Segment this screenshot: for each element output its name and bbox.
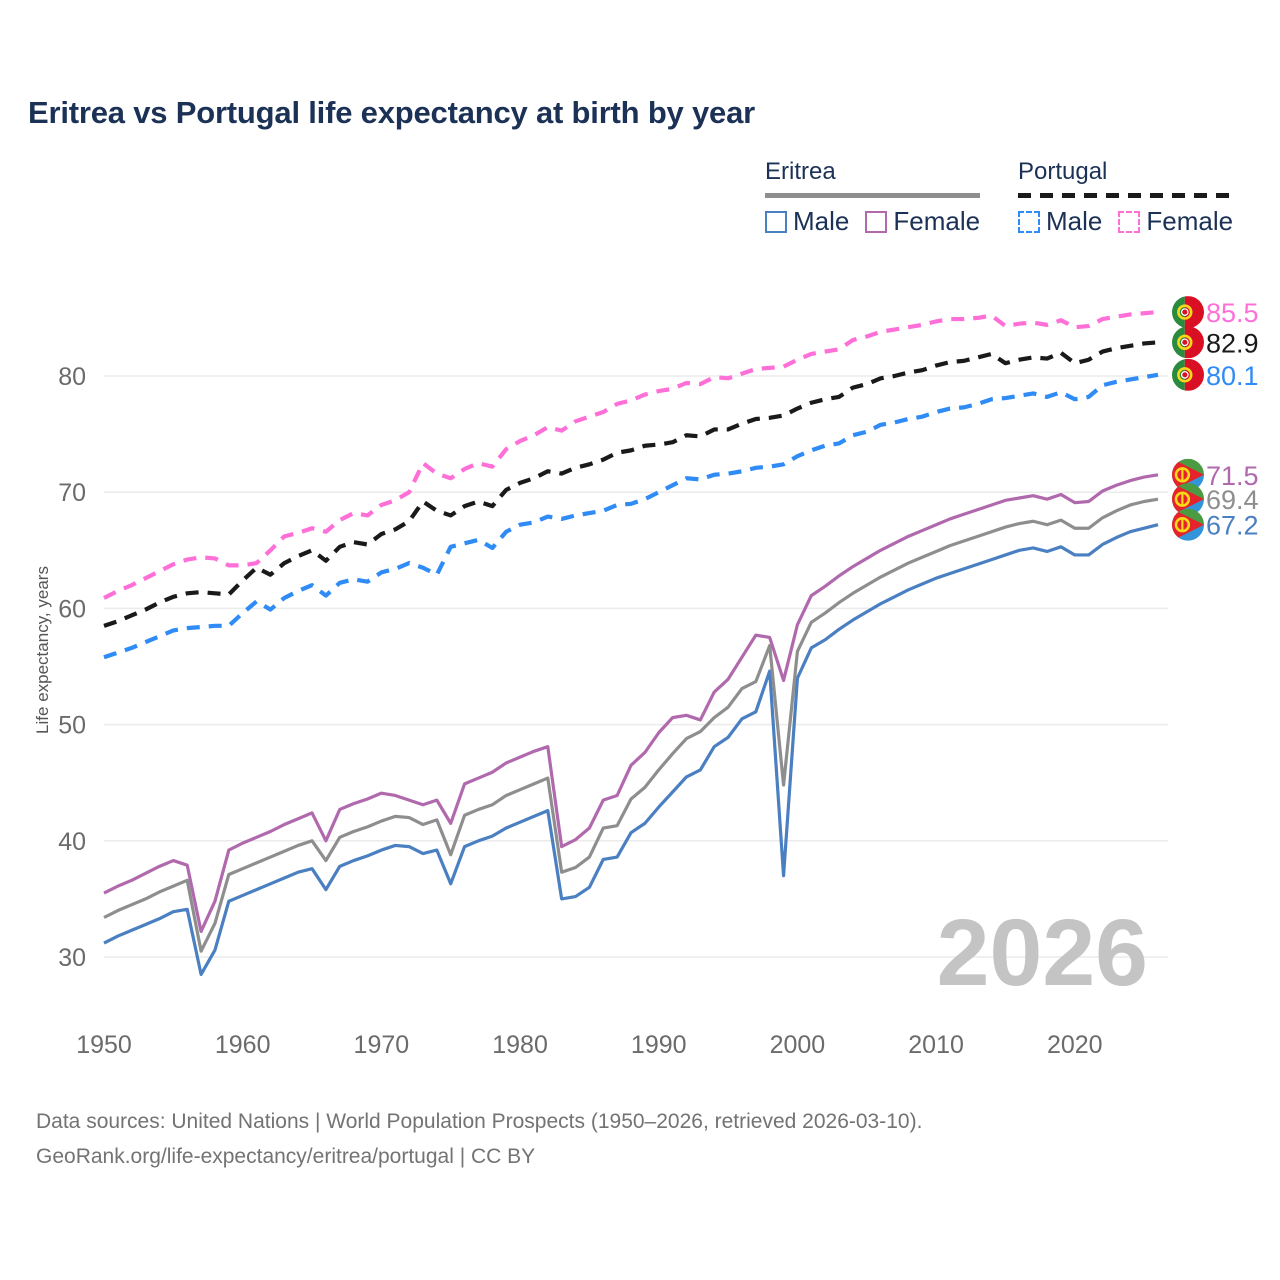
y-axis-tick-50: 50 (58, 712, 86, 740)
chart-gridlines (104, 375, 1168, 958)
legend: Eritrea Male Female Portugal Male (760, 158, 1260, 248)
end-value-eritrea-male: 67.2 (1206, 511, 1259, 541)
y-axis-tick-70: 70 (58, 479, 86, 507)
x-axis-tick-2000: 2000 (770, 1031, 826, 1059)
end-marker-portugal-total: 82.9 (1172, 326, 1259, 359)
end-value-portugal-female: 85.5 (1206, 298, 1259, 328)
end-marker-eritrea-male: 67.2 (1172, 508, 1259, 541)
y-axis-tick-40: 40 (58, 828, 86, 856)
y-axis-title: Life expectancy, years (33, 566, 52, 734)
y-axis-tick-30: 30 (58, 944, 86, 972)
series-line-eritrea-female (103, 473, 1159, 934)
legend-group-eritrea: Eritrea Male Female (765, 158, 981, 237)
series-line-portugal-total (103, 340, 1159, 628)
footer-data-sources: Data sources: United Nations | World Pop… (36, 1110, 923, 1133)
legend-rule-portugal (1018, 193, 1234, 198)
legend-label-eritrea-female: Female (893, 206, 981, 236)
y-axis-tick-80: 80 (58, 363, 86, 391)
legend-label-portugal-male: Male (1046, 206, 1103, 236)
series-line-eritrea-male (103, 523, 1159, 977)
legend-country-portugal: Portugal (1018, 158, 1108, 185)
y-axis-tick-60: 60 (58, 595, 86, 623)
legend-swatch-portugal-male-icon (1018, 210, 1040, 233)
chart-series-lines (103, 309, 1159, 977)
legend-item-portugal-female[interactable]: Female (1118, 206, 1233, 237)
series-line-eritrea-total (103, 497, 1159, 953)
x-axis-tick-2020: 2020 (1047, 1031, 1103, 1059)
x-axis-tick-2010: 2010 (908, 1031, 964, 1059)
footer-attribution: GeoRank.org/life-expectancy/eritrea/port… (36, 1144, 536, 1168)
legend-rule-eritrea (765, 193, 981, 198)
legend-swatch-portugal-female-icon (1118, 210, 1141, 233)
end-value-eritrea-total: 69.4 (1206, 485, 1259, 515)
footer: Data sources: United Nations | World Pop… (36, 1105, 922, 1174)
legend-swatch-eritrea-female-icon (865, 210, 888, 233)
legend-item-portugal-male[interactable]: Male (1018, 206, 1102, 237)
legend-item-eritrea-male[interactable]: Male (765, 206, 849, 237)
legend-country-eritrea: Eritrea (765, 158, 836, 185)
x-axis-tick-1960: 1960 (215, 1031, 271, 1059)
end-value-eritrea-female: 71.5 (1206, 461, 1259, 491)
x-axis-tick-1950: 1950 (76, 1031, 132, 1059)
end-value-portugal-total: 82.9 (1206, 328, 1259, 358)
x-axis-tick-labels: 1950 1960 1970 1980 1990 2000 2010 2020 (76, 1031, 1102, 1059)
end-marker-portugal-male: 80.1 (1172, 358, 1259, 391)
legend-swatch-eritrea-male-icon (765, 210, 787, 233)
end-value-portugal-male: 80.1 (1206, 361, 1259, 391)
x-axis-tick-1970: 1970 (354, 1031, 410, 1059)
page-title: Eritrea vs Portugal life expectancy at b… (28, 95, 756, 130)
legend-group-portugal: Portugal Male Female (1018, 158, 1234, 237)
x-axis-tick-1990: 1990 (631, 1031, 687, 1059)
series-line-portugal-male (103, 372, 1159, 660)
x-axis-tick-1980: 1980 (492, 1031, 548, 1059)
watermark-year: 2026 (937, 900, 1148, 1006)
series-line-portugal-female (103, 309, 1159, 600)
legend-label-portugal-female: Female (1146, 206, 1234, 236)
chart-end-markers: 85.582.980.1 71.569.467.2 (1172, 296, 1259, 541)
y-axis-tick-labels: 30 40 50 60 70 80 (58, 363, 86, 972)
end-marker-eritrea-total: 69.4 (1172, 483, 1259, 516)
legend-item-eritrea-female[interactable]: Female (865, 206, 980, 237)
legend-label-eritrea-male: Male (793, 206, 850, 236)
end-marker-portugal-female: 85.5 (1172, 296, 1259, 329)
